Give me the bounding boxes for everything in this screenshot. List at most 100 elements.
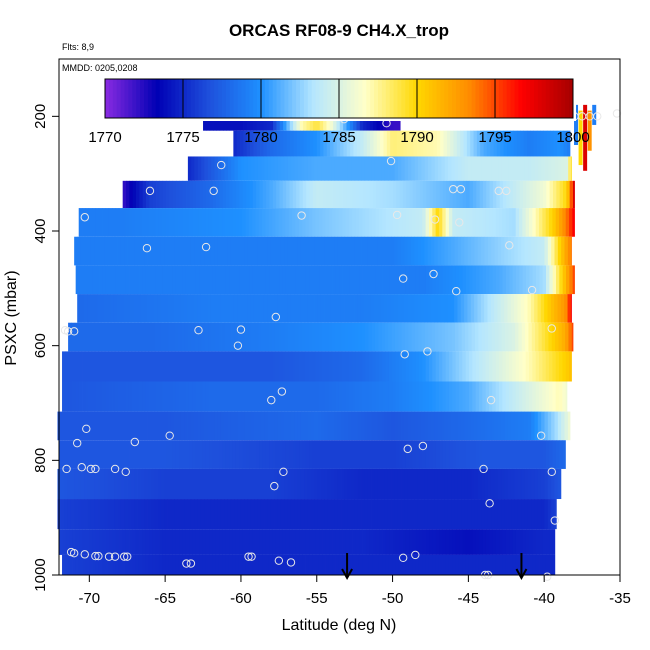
heat-cell (470, 130, 474, 157)
heat-cell (98, 554, 103, 575)
heat-cell (110, 294, 115, 323)
heat-cell (167, 499, 172, 530)
stripe-segment (587, 110, 592, 151)
heat-cell (165, 529, 170, 555)
heat-cell (220, 294, 225, 323)
heat-cell (317, 236, 322, 266)
heat-cell (366, 130, 371, 157)
heat-cell (170, 468, 175, 500)
heat-cell (417, 499, 422, 530)
heat-cell (544, 236, 549, 266)
heat-cell (505, 351, 510, 382)
heat-cell (458, 156, 462, 181)
x-tick-label: -65 (154, 590, 176, 607)
heat-cell (447, 468, 452, 500)
heat-cell (59, 529, 63, 555)
colorbar-cell (483, 79, 488, 118)
heat-cell (288, 381, 293, 412)
heat-cell (449, 529, 454, 555)
heat-cell (140, 294, 145, 323)
heat-cell (471, 468, 475, 500)
heat-cell (199, 440, 203, 469)
heat-cell (278, 322, 282, 352)
heat-cell (355, 440, 360, 469)
heat-cell (386, 130, 391, 157)
heat-cell (138, 208, 143, 237)
sample-point (543, 572, 552, 581)
heat-cell (209, 529, 213, 555)
heat-cell (222, 180, 227, 209)
heat-cell (537, 294, 542, 323)
heat-cell (397, 236, 402, 266)
heat-cell (412, 529, 417, 555)
heat-cell (237, 411, 242, 441)
heat-cell (475, 351, 480, 382)
heat-cell (317, 156, 322, 181)
heat-cell (205, 440, 210, 469)
heat-cell (509, 440, 514, 469)
heat-cell (327, 411, 332, 441)
heat-cell (556, 130, 561, 157)
heat-cell (407, 236, 412, 266)
heat-cell (512, 529, 517, 555)
heat-cell (142, 529, 147, 555)
heat-cell (97, 499, 102, 530)
heat-cell (529, 554, 533, 575)
heat-cell (77, 499, 82, 530)
heat-cell (381, 499, 385, 530)
heat-cell (374, 411, 379, 441)
heat-cell (180, 468, 185, 500)
heat-cell (188, 208, 193, 237)
heat-cell (499, 554, 503, 575)
heat-cell (532, 180, 537, 209)
heat-cell (434, 156, 439, 181)
heat-cell (542, 440, 547, 469)
heat-cell (515, 322, 519, 352)
heat-cell (198, 208, 203, 237)
heat-cell (432, 265, 437, 295)
heat-cell (395, 381, 400, 412)
heat-cell (369, 265, 373, 295)
heat-cell (107, 468, 112, 500)
colorbar-cell (541, 79, 547, 118)
heat-cell (434, 499, 439, 530)
heat-cell (128, 322, 132, 352)
heat-cell (461, 468, 465, 500)
heat-cell (533, 130, 538, 157)
heat-cell (424, 156, 429, 181)
heat-cell (321, 156, 326, 181)
heat-cell (381, 236, 385, 266)
heat-cell (98, 381, 103, 412)
heat-cell (265, 208, 270, 237)
sample-point (455, 218, 464, 227)
colorbar-cell (253, 79, 258, 118)
heat-cell (212, 208, 216, 237)
sample-point (91, 551, 100, 561)
heat-cell (565, 381, 568, 412)
heat-cell (432, 554, 437, 575)
heat-cell (140, 468, 145, 500)
heat-cell (184, 236, 188, 266)
colorbar-cell (225, 79, 231, 118)
colorbar-cell (327, 79, 332, 118)
heat-cell (117, 294, 121, 323)
heat-cell (431, 411, 435, 441)
heat-cell (121, 322, 126, 352)
heat-cell (128, 381, 133, 412)
heat-cell (354, 499, 359, 530)
heat-cell (221, 322, 226, 352)
heat-cell (354, 156, 359, 181)
heat-cell (307, 468, 312, 500)
heat-cell (484, 236, 489, 266)
heat-cell (92, 529, 97, 555)
heat-cell (391, 236, 395, 266)
colorbar-cell (222, 79, 227, 118)
heat-cell (382, 265, 387, 295)
heat-cell (245, 208, 250, 237)
heat-cell (412, 208, 417, 237)
heat-cell (265, 381, 270, 412)
heat-cell (332, 381, 336, 412)
heat-cell (135, 529, 140, 555)
heat-cell (312, 208, 316, 237)
heat-cell (224, 411, 229, 441)
